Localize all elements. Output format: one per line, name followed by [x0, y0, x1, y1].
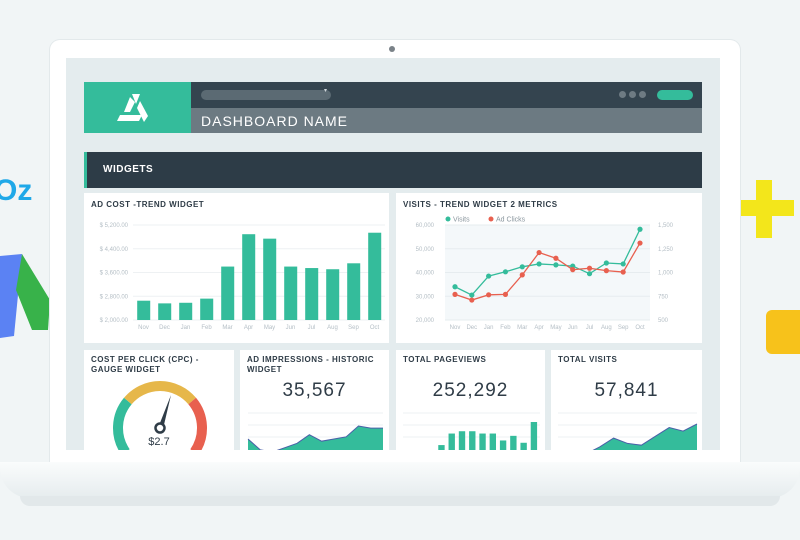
google-ads-logo [0, 254, 22, 338]
section-title: WIDGETS [103, 164, 154, 175]
widget-title: AD IMPRESSIONS - HISTORIC WIDGET [247, 355, 375, 374]
logo-icon [117, 94, 148, 122]
widget-title: COST PER CLICK (CPC) - GAUGE WIDGET [91, 355, 199, 374]
gauge-value-holder: $2.7 [84, 350, 234, 450]
yellow-square [766, 310, 800, 354]
laptop-base [0, 462, 800, 498]
pageviews-widget: TOTAL PAGEVIEWS 252,292 [396, 350, 545, 450]
widget-title: VISITS - TREND WIDGET 2 METRICS [403, 200, 558, 209]
laptop-base-shadow [20, 496, 780, 506]
pageviews-value: 252,292 [432, 380, 509, 401]
total-visits-widget: TOTAL VISITS 57,841 [551, 350, 702, 450]
dashboard-selector[interactable]: ▾ [201, 88, 331, 100]
dashboard-name-bar: DASHBOARD NAME [191, 108, 702, 133]
total-visits-value: 57,841 [594, 380, 659, 401]
more-options-icon[interactable] [619, 91, 651, 99]
widget-title: TOTAL PAGEVIEWS [403, 355, 487, 364]
ad-impressions-widget: AD IMPRESSIONS - HISTORIC WIDGET 35,567 [240, 350, 389, 450]
action-button[interactable] [657, 90, 693, 100]
chevron-down-icon: ▾ [323, 88, 327, 94]
moz-logo: Oz [0, 174, 32, 207]
logo-block[interactable] [84, 82, 191, 133]
impressions-value: 35,567 [282, 380, 347, 401]
widgets-section-header: WIDGETS [84, 152, 702, 188]
plus-shape [738, 180, 794, 238]
dashboard-name: DASHBOARD NAME [201, 113, 349, 129]
widget-title: AD COST -TREND WIDGET [91, 200, 205, 209]
gauge-value: $2.7 [148, 436, 170, 448]
widget-title: TOTAL VISITS [558, 355, 618, 364]
camera-icon [389, 46, 395, 52]
ad-cost-widget: AD COST -TREND WIDGET [84, 193, 389, 343]
visits-widget: VISITS - TREND WIDGET 2 METRICS [396, 193, 702, 343]
